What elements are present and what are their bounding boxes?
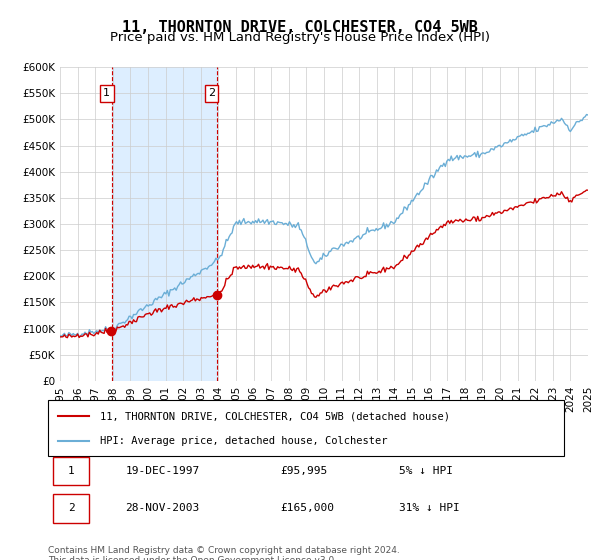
FancyBboxPatch shape	[48, 400, 564, 456]
Text: 2: 2	[68, 503, 74, 514]
Text: 2: 2	[208, 88, 215, 99]
Text: 1: 1	[103, 88, 110, 99]
Text: £165,000: £165,000	[280, 503, 334, 514]
Text: HPI: Average price, detached house, Colchester: HPI: Average price, detached house, Colc…	[100, 436, 387, 446]
FancyBboxPatch shape	[53, 457, 89, 485]
Text: 11, THORNTON DRIVE, COLCHESTER, CO4 5WB: 11, THORNTON DRIVE, COLCHESTER, CO4 5WB	[122, 20, 478, 35]
Text: 28-NOV-2003: 28-NOV-2003	[125, 503, 200, 514]
Text: 11, THORNTON DRIVE, COLCHESTER, CO4 5WB (detached house): 11, THORNTON DRIVE, COLCHESTER, CO4 5WB …	[100, 411, 449, 421]
Text: £95,995: £95,995	[280, 466, 328, 476]
Text: 19-DEC-1997: 19-DEC-1997	[125, 466, 200, 476]
Text: 31% ↓ HPI: 31% ↓ HPI	[399, 503, 460, 514]
Text: 1: 1	[68, 466, 74, 476]
Bar	[112, 67, 217, 381]
Text: 5% ↓ HPI: 5% ↓ HPI	[399, 466, 453, 476]
FancyBboxPatch shape	[53, 494, 89, 522]
Text: Price paid vs. HM Land Registry's House Price Index (HPI): Price paid vs. HM Land Registry's House …	[110, 31, 490, 44]
Text: Contains HM Land Registry data © Crown copyright and database right 2024.
This d: Contains HM Land Registry data © Crown c…	[48, 546, 400, 560]
